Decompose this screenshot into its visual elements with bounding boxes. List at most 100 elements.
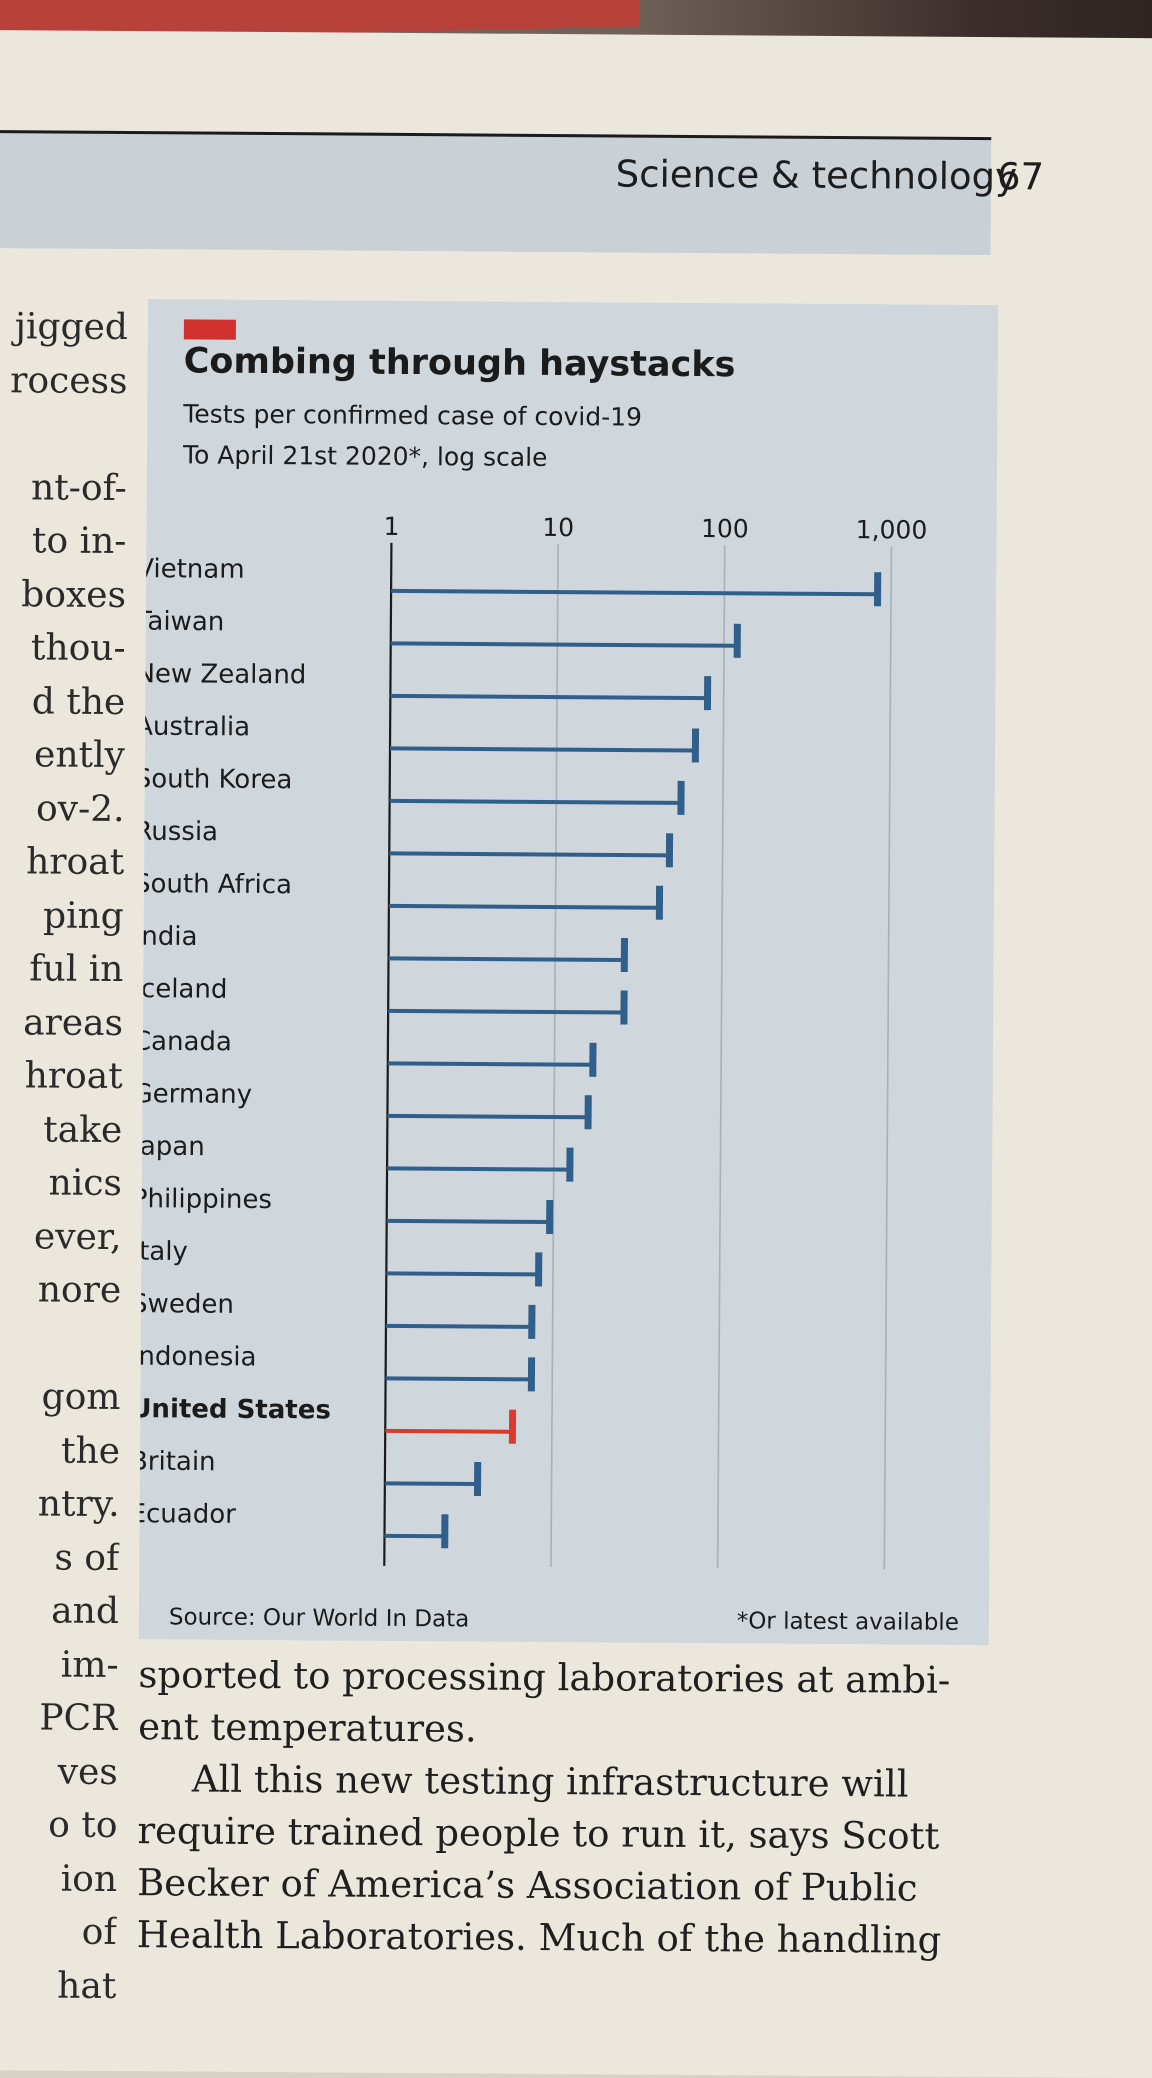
bar-end-marker — [874, 572, 881, 606]
category-label: Ecuador — [139, 1499, 236, 1530]
left-column-line: ently — [0, 728, 125, 783]
left-column-line: nt-of- — [0, 460, 127, 515]
bar-end-marker — [692, 728, 699, 762]
x-tick-label: 10 — [542, 513, 574, 542]
chart-panel: Combing through haystacks Tests per conf… — [139, 299, 998, 1645]
category-label: Iceland — [139, 974, 227, 1005]
left-column-line: hroat — [0, 835, 124, 890]
bar-line — [387, 1116, 588, 1117]
category-label: South Africa — [139, 869, 292, 900]
left-column-line: rocess — [0, 353, 128, 408]
left-column-line — [0, 407, 127, 462]
body-line: All this new testing infrastructure will — [138, 1753, 1038, 1811]
chart-source: Source: Our World In Data — [169, 1604, 470, 1632]
left-column-line: ov-2. — [0, 781, 125, 836]
body-line: sported to processing laboratories at am… — [138, 1649, 1038, 1707]
category-label: Italy — [139, 1237, 188, 1267]
bar-line — [389, 853, 669, 855]
bar-line — [388, 1063, 593, 1064]
bar-end-marker — [621, 938, 628, 972]
category-label: Vietnam — [139, 554, 245, 585]
body-line: Health Laboratories. Much of the handlin… — [137, 1909, 1037, 1967]
category-label: United States — [139, 1394, 331, 1425]
category-label: Germany — [139, 1079, 252, 1110]
bar-end-marker — [528, 1357, 535, 1391]
bar-end-marker — [528, 1305, 535, 1339]
left-column-line: nics — [0, 1156, 122, 1211]
body-line: ent temperatures. — [138, 1701, 1038, 1759]
bar-line — [390, 696, 707, 698]
left-column-line: ever, — [0, 1209, 122, 1264]
category-label: South Korea — [139, 764, 292, 795]
body-line: require trained people to run it, says S… — [137, 1805, 1037, 1863]
bar-line — [386, 1273, 538, 1274]
left-column-line: hat — [0, 1958, 117, 2013]
bar-end-marker — [656, 886, 663, 920]
left-column-line: nore — [0, 1263, 121, 1318]
bar-end-marker — [620, 990, 627, 1024]
bar-line — [385, 1483, 478, 1484]
left-column-line: take — [0, 1102, 123, 1157]
bar-end-marker — [666, 833, 673, 867]
category-label: Canada — [139, 1027, 232, 1058]
bar-end-marker — [566, 1148, 573, 1182]
x-tick-label: 1 — [383, 512, 399, 541]
bar-line — [386, 1378, 532, 1379]
category-label: India — [139, 922, 198, 952]
section-name: Science & technology — [616, 152, 1018, 198]
bar-line — [385, 1431, 512, 1432]
left-column-line — [0, 1316, 121, 1371]
left-column-line: ful in — [0, 942, 124, 997]
article-body-text: sported to processing laboratories at am… — [137, 1649, 1039, 1967]
left-column-line: and — [0, 1584, 119, 1639]
left-column-line: ping — [0, 888, 124, 943]
bar-end-marker — [546, 1200, 553, 1234]
left-column-line: of — [0, 1905, 117, 1960]
left-column-line: jigged — [0, 300, 128, 355]
category-label: Taiwan — [139, 607, 224, 638]
bar-line — [386, 1326, 532, 1327]
bar-line — [391, 643, 738, 645]
left-column-line: ion — [0, 1851, 117, 1906]
left-column-line: im- — [0, 1637, 119, 1692]
bar-line — [390, 801, 681, 803]
left-column-line: ntry. — [0, 1477, 120, 1532]
left-column-line: o to — [0, 1798, 118, 1853]
left-column-line: thou- — [0, 621, 126, 676]
body-line: Becker of America’s Association of Publi… — [137, 1857, 1037, 1915]
bar-end-marker — [704, 676, 711, 710]
left-column-line: boxes — [0, 567, 126, 622]
bar-end-marker — [734, 624, 741, 658]
page-number: 67 — [997, 155, 1044, 198]
bar-end-marker — [535, 1252, 542, 1286]
chart-footnote: *Or latest available — [737, 1608, 959, 1636]
bar-line — [389, 906, 660, 908]
category-label: New Zealand — [139, 659, 306, 690]
bar-end-marker — [441, 1514, 448, 1548]
category-label: Indonesia — [139, 1342, 257, 1373]
bar-line — [391, 591, 878, 594]
category-label: Russia — [139, 817, 218, 848]
bar-end-marker — [509, 1410, 516, 1444]
x-tick-label: 100 — [701, 514, 749, 543]
bar-line — [388, 1011, 624, 1013]
left-column-line: to in- — [0, 514, 127, 569]
bar-end-marker — [585, 1095, 592, 1129]
gridline — [884, 546, 891, 1569]
left-column-line: PCR — [0, 1691, 118, 1746]
category-label: Japan — [139, 1132, 205, 1163]
left-column-line: hroat — [0, 1049, 123, 1104]
bar-end-marker — [677, 781, 684, 815]
category-label: Sweden — [139, 1289, 234, 1320]
category-label: Australia — [139, 712, 250, 743]
category-label: Britain — [139, 1447, 216, 1478]
left-column-line: the — [0, 1423, 120, 1478]
bar-line — [390, 748, 695, 750]
left-column-line: ves — [0, 1744, 118, 1799]
bar-end-marker — [589, 1043, 596, 1077]
left-column-line: gom — [0, 1370, 121, 1425]
gridline — [718, 545, 725, 1568]
